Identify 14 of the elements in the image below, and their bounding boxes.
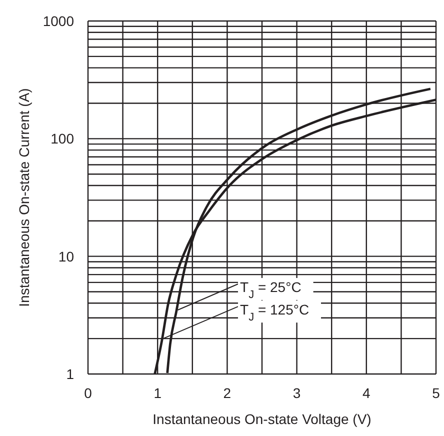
- annotation: T$_{J}$ = 25°C: [240, 278, 302, 301]
- y-tick-label: 1: [66, 366, 74, 382]
- y-axis-title: Instantaneous On-state Current (A): [16, 88, 32, 307]
- x-tick-label: 4: [362, 384, 370, 401]
- x-axis-title: Instantaneous On-state Voltage (V): [152, 411, 372, 427]
- x-tick-label: 2: [223, 384, 232, 401]
- y-tick-label: 1000: [42, 12, 74, 29]
- x-tick-label: 1: [154, 384, 162, 401]
- y-tick-label: 100: [50, 130, 74, 147]
- x-tick-label: 0: [84, 384, 92, 401]
- x-tick-label: 5: [432, 384, 440, 401]
- x-tick-label: 3: [292, 384, 301, 401]
- y-tick-label: 10: [58, 248, 74, 264]
- annotation: T$_{J}$ = 125°C: [240, 302, 310, 324]
